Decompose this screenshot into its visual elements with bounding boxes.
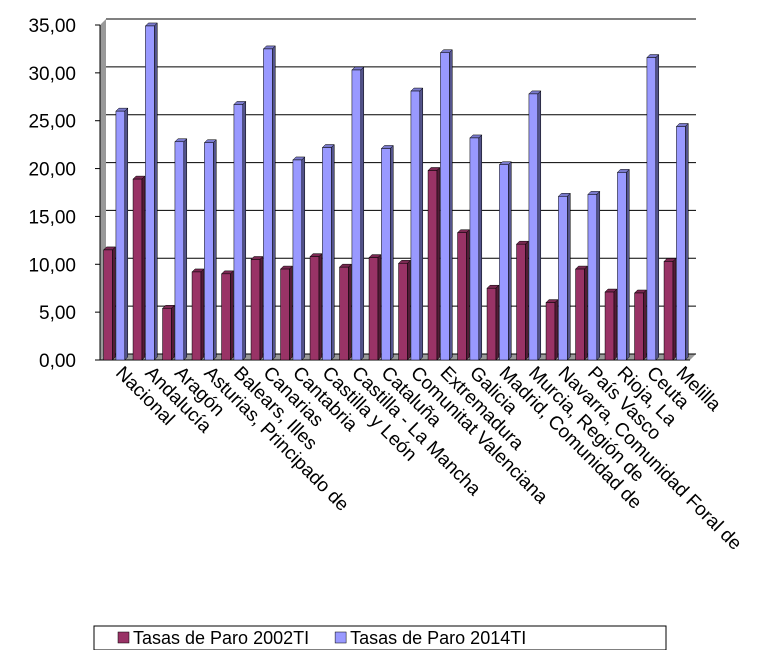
bar-side	[466, 229, 470, 361]
bar-side	[525, 240, 529, 361]
bar-side	[289, 265, 293, 361]
bar	[174, 141, 185, 361]
bar-side	[407, 259, 411, 361]
bar-side	[537, 90, 542, 361]
bar	[604, 291, 615, 361]
bar-side	[124, 107, 129, 361]
bar-side	[331, 143, 335, 361]
bar	[528, 93, 539, 361]
bar-side	[626, 168, 630, 361]
bar	[398, 263, 408, 361]
bar-side	[200, 268, 205, 361]
bar	[351, 69, 362, 361]
y-tick-label: 20,00	[28, 160, 76, 181]
y-tick-label: 0,00	[39, 351, 76, 372]
bar-side	[567, 192, 571, 361]
bar	[162, 308, 172, 361]
bar-side	[419, 87, 424, 361]
bar	[339, 266, 349, 361]
bar	[410, 90, 421, 361]
y-tick-label: 30,00	[28, 64, 76, 85]
bar-side	[643, 289, 647, 361]
bar-side	[613, 288, 618, 361]
bar	[381, 148, 391, 361]
bar	[558, 196, 568, 361]
legend-label: Tasas de Paro 2014TI	[350, 628, 526, 648]
bar	[516, 243, 526, 361]
bar	[280, 268, 290, 361]
bar-side	[554, 298, 559, 361]
bar	[145, 25, 155, 361]
bar	[587, 194, 598, 361]
bar	[233, 104, 244, 361]
bar	[309, 256, 320, 361]
bar	[440, 52, 450, 361]
bar	[486, 287, 497, 361]
bar-side	[171, 304, 175, 361]
bar-side	[685, 122, 689, 361]
bar	[250, 259, 261, 361]
bar	[499, 164, 509, 361]
bar-side	[584, 265, 588, 361]
bar-side	[183, 138, 188, 361]
bar-side	[436, 166, 441, 361]
legend-label: Tasas de Paro 2002TI	[133, 628, 309, 648]
bar	[322, 147, 332, 361]
bar-side	[390, 144, 394, 361]
bar-side	[377, 253, 382, 361]
y-tick-label: 5,00	[39, 303, 76, 324]
bar	[103, 249, 113, 361]
y-tick-label: 15,00	[28, 207, 76, 228]
bar	[132, 178, 143, 361]
bar	[115, 110, 126, 361]
bar	[545, 302, 556, 361]
bar	[427, 170, 438, 361]
bar-side	[242, 100, 247, 361]
bar	[663, 261, 674, 361]
bar-side	[672, 257, 677, 361]
legend-swatch	[334, 631, 347, 644]
bar-side	[230, 270, 234, 361]
bar	[368, 257, 379, 361]
bar	[634, 292, 644, 361]
bar-side	[449, 49, 453, 361]
bar	[646, 57, 657, 361]
bar	[575, 268, 585, 361]
y-tick-label: 35,00	[28, 16, 76, 37]
bar	[617, 172, 627, 361]
bar	[676, 126, 686, 361]
bar	[292, 159, 303, 361]
bar-side	[141, 175, 146, 361]
y-tick-label: 25,00	[28, 112, 76, 133]
bar	[191, 271, 202, 361]
bar-side	[154, 22, 158, 361]
bar-side	[318, 253, 323, 361]
bar	[204, 142, 214, 361]
bar	[457, 232, 467, 361]
bar-side	[213, 139, 217, 361]
bar-side	[112, 246, 116, 361]
bar-side	[301, 156, 306, 361]
bar-side	[360, 66, 365, 361]
bar	[263, 48, 273, 361]
bar-side	[259, 255, 264, 361]
bar-side	[596, 190, 601, 361]
y-tick-label: 10,00	[28, 255, 76, 276]
bar-side	[478, 134, 483, 361]
bar-side	[495, 284, 500, 361]
legend-swatch	[117, 631, 130, 644]
bar-side	[348, 263, 352, 361]
bar-side	[508, 161, 512, 361]
bar	[221, 273, 231, 361]
bar	[469, 137, 480, 361]
bar-side	[655, 53, 660, 361]
bar-side	[272, 45, 276, 361]
legend-box	[93, 625, 667, 650]
